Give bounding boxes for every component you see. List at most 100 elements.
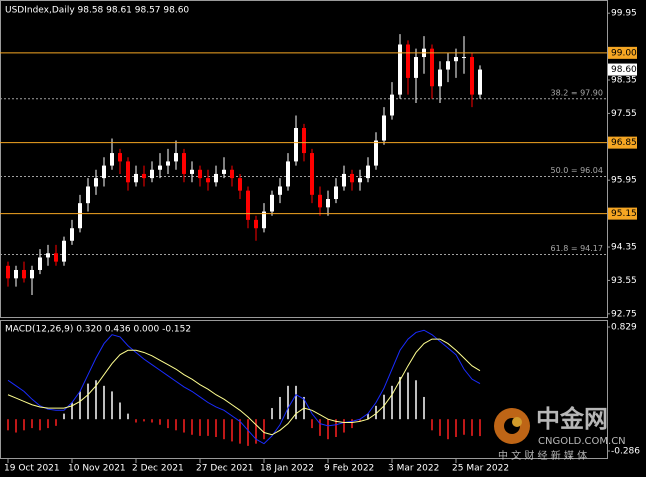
candle-body [30, 269, 34, 279]
candle-body [142, 173, 146, 179]
candle-body [390, 94, 394, 116]
candle-body [190, 169, 194, 174]
level-label-box [608, 207, 637, 220]
candle-body [94, 178, 98, 187]
candle-body [430, 48, 434, 87]
candle-body [286, 161, 290, 187]
candle-body [182, 153, 186, 174]
watermark-logo-dot [512, 417, 522, 427]
candle-body [294, 128, 298, 162]
candle-body [478, 69, 482, 95]
candle-body [406, 44, 410, 78]
x-tick-label: 9 Feb 2022 [324, 464, 374, 474]
x-tick-label: 2 Dec 2021 [132, 464, 184, 474]
last-price-label: 98.60 [611, 65, 637, 75]
candle-body [358, 178, 362, 183]
y-tick-label: -0.286 [611, 447, 640, 457]
fib-level-label: 61.8 = 94.17 [550, 244, 603, 253]
candle-body [334, 186, 338, 199]
candle-body [342, 173, 346, 187]
x-tick-label: 10 Nov 2021 [68, 464, 126, 474]
candle-body [318, 194, 322, 208]
candle-body [262, 211, 266, 229]
candle-body [222, 169, 226, 174]
candle-body [366, 165, 370, 179]
candle-body [462, 57, 466, 59]
x-tick-label: 18 Jan 2022 [260, 464, 314, 474]
level-label: 96.85 [611, 138, 637, 148]
macd-line [7, 338, 481, 436]
y-tick-label: 95.95 [611, 176, 637, 186]
candle-body [70, 228, 74, 241]
candle-body [78, 203, 82, 229]
y-tick-label: 93.55 [611, 276, 637, 286]
watermark-brand: 中金网 [536, 405, 608, 433]
candle-body [198, 169, 202, 179]
last-price-box [608, 63, 637, 76]
candle-body [46, 253, 50, 258]
y-tick-label: 94.35 [611, 243, 637, 253]
watermark-site: CNGOLD.COM.CN [538, 436, 626, 447]
macd-line [7, 329, 481, 445]
level-label: 95.15 [611, 209, 637, 219]
candle-body [14, 269, 18, 279]
candle-body [254, 219, 258, 229]
y-tick-label: 98.35 [611, 75, 637, 85]
candle-body [102, 165, 106, 179]
candle-body [86, 186, 90, 204]
candle-body [350, 173, 354, 183]
candle-body [166, 161, 170, 166]
watermark: 中金网 CNGOLD.COM.CN 中 文 财 经 新 媒 体 [494, 405, 626, 462]
x-tick-label: 19 Oct 2021 [4, 464, 60, 474]
candle-body [6, 265, 10, 279]
candle-body [22, 269, 26, 279]
candle-body [126, 161, 130, 183]
macd-title: MACD(12,26,9) 0.320 0.436 0.000 -0.152 [5, 325, 191, 335]
candle-body [110, 153, 114, 166]
candle-body [246, 190, 250, 220]
candle-body [470, 57, 474, 95]
candle-body [326, 198, 330, 208]
candle-body [62, 240, 66, 262]
candle-body [134, 173, 138, 183]
price-title: USDIndex,Daily 98.58 98.61 98.57 98.60 [5, 6, 189, 16]
candle-body [382, 115, 386, 141]
x-tick-label: 25 Mar 2022 [452, 464, 509, 474]
candle-body [238, 178, 242, 191]
candle-body [446, 61, 450, 70]
fib-level-label: 50.0 = 96.04 [550, 166, 603, 175]
candle-body [374, 140, 378, 166]
candle-body [454, 57, 458, 62]
fib-level-label: 38.2 = 97.90 [550, 88, 603, 97]
candle-body [150, 169, 154, 179]
candle-body [214, 173, 218, 183]
candle-body [398, 44, 402, 95]
candle-body [278, 186, 282, 195]
candle-body [414, 57, 418, 78]
candle-body [158, 165, 162, 170]
candle-body [54, 253, 58, 262]
macd-panel-frame [0, 320, 608, 459]
y-tick-label: 0.829 [611, 323, 637, 333]
watermark-slogan: 中 文 财 经 新 媒 体 [498, 449, 587, 462]
plot-layer: 19 Oct 2021 10 Nov 2021 2 Dec 2021 27 Dec 2… [0, 9, 640, 474]
candle-body [310, 153, 314, 195]
level-label-box [608, 46, 637, 59]
candle-body [118, 153, 122, 162]
y-tick-label: 97.55 [611, 109, 637, 119]
x-tick-label: 27 Dec 2021 [196, 464, 254, 474]
candle-body [206, 178, 210, 183]
candle-body [174, 153, 178, 162]
candle-body [438, 69, 442, 87]
candle-body [230, 169, 234, 179]
price-panel-frame [0, 0, 608, 318]
y-tick-label: 92.75 [611, 309, 637, 319]
x-tick-label: 3 Mar 2022 [388, 464, 439, 474]
level-label: 99.00 [611, 48, 637, 58]
candle-body [270, 194, 274, 212]
y-tick-label: 99.95 [611, 9, 637, 19]
level-label-box [608, 136, 637, 149]
